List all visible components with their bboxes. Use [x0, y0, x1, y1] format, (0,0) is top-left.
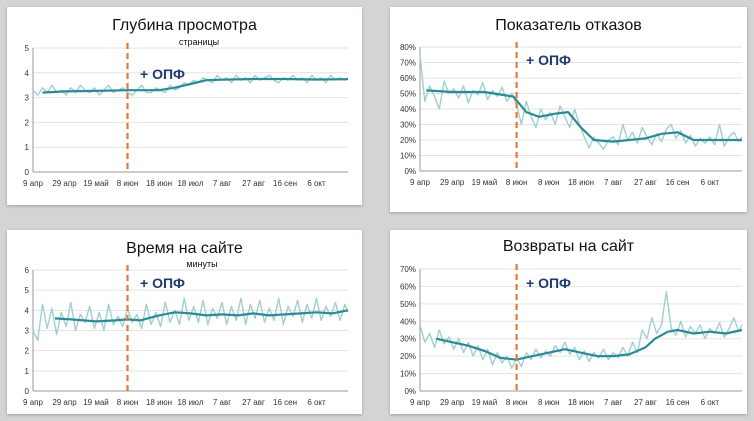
x-tick-label: 9 апр [410, 178, 430, 187]
y-tick-label: 40% [400, 317, 416, 326]
y-tick-label: 5 [25, 286, 30, 295]
chart-subtitle: минуты [186, 259, 217, 269]
chart-time-on-site: Время на сайте минуты 0 1 2 3 4 5 6 9 апр 29 апр 19… [23, 240, 349, 407]
y-tick-label: 1 [25, 143, 30, 152]
x-tick-label: 19 май [472, 398, 498, 407]
y-tick-label: 3 [25, 94, 30, 103]
chart-return-visits: Возвраты на сайт 0% 10% 20% 30% 40% 50% 60% 70% 9… [400, 238, 743, 407]
y-tick-label: 3 [25, 327, 30, 336]
x-tick-label: 29 апр [440, 178, 465, 187]
chart-bounce-rate: Показатель отказов 0% 10% 20% 30% 40% 50% 60% 70… [400, 17, 743, 187]
series-line-daily [419, 54, 743, 150]
y-tick-label: 30% [400, 335, 416, 344]
y-tick-label: 6 [25, 266, 30, 275]
x-tick-label: 8 июн [117, 179, 139, 188]
x-tick-label: 9 апр [410, 398, 430, 407]
event-annotation: + ОПФ [140, 66, 185, 82]
x-tick-label: 8 июн [538, 178, 560, 187]
x-tick-label: 18 июл [177, 398, 203, 407]
event-annotation: + ОПФ [526, 275, 571, 291]
x-tick-label: 9 апр [23, 179, 43, 188]
y-tick-label: 0 [25, 168, 30, 177]
chart-panel-time-on-site: Время на сайте минуты 0 1 2 3 4 5 6 9 апр 29 апр 19… [7, 230, 362, 414]
x-tick-label: 7 авг [213, 179, 231, 188]
x-tick-label: 27 авг [634, 178, 657, 187]
chart-title: Глубина просмотра [112, 17, 257, 34]
x-tick-label: 6 окт [307, 179, 326, 188]
x-tick-label: 6 окт [701, 178, 720, 187]
y-tick-label: 10% [400, 152, 416, 161]
y-tick-label: 4 [25, 306, 30, 315]
y-tick-label: 30% [400, 121, 416, 130]
x-tick-label: 27 авг [242, 179, 265, 188]
series-line-smoothed [42, 77, 349, 94]
x-tick-label: 6 окт [701, 398, 720, 407]
chart-panel-return-visits: Возвраты на сайт 0% 10% 20% 30% 40% 50% 60% 70% 9… [390, 230, 747, 414]
y-tick-label: 10% [400, 370, 416, 379]
y-tick-label: 5 [25, 44, 30, 53]
x-tick-label: 29 апр [440, 398, 465, 407]
chart-panel-bounce-rate: Показатель отказов 0% 10% 20% 30% 40% 50% 60% 70… [390, 7, 747, 212]
chart-subtitle: страницы [179, 37, 219, 47]
x-tick-label: 6 окт [307, 398, 326, 407]
x-tick-label: 8 июн [506, 398, 528, 407]
x-tick-label: 18 июн [568, 398, 594, 407]
x-tick-label: 19 май [472, 178, 498, 187]
x-tick-label: 16 сен [273, 398, 297, 407]
event-annotation: + ОПФ [140, 275, 185, 291]
x-tick-label: 18 июл [177, 179, 203, 188]
x-tick-label: 27 авг [634, 398, 657, 407]
y-tick-label: 0% [404, 167, 416, 176]
y-tick-label: 50% [400, 300, 416, 309]
x-tick-label: 18 июн [146, 179, 172, 188]
y-tick-label: 60% [400, 282, 416, 291]
x-tick-label: 16 сен [666, 178, 690, 187]
y-tick-label: 60% [400, 74, 416, 83]
y-tick-label: 2 [25, 347, 30, 356]
x-tick-label: 27 авг [242, 398, 265, 407]
y-tick-label: 1 [25, 367, 30, 376]
y-tick-label: 80% [400, 43, 416, 52]
series-line-smoothed [426, 89, 742, 143]
chart-title: Время на сайте [126, 240, 243, 257]
y-tick-label: 0% [404, 387, 416, 396]
y-tick-label: 4 [25, 69, 30, 78]
series-line-daily [419, 291, 743, 369]
x-tick-label: 8 июн [538, 398, 560, 407]
x-tick-label: 19 май [83, 398, 109, 407]
x-tick-label: 7 авг [604, 398, 622, 407]
y-tick-label: 50% [400, 90, 416, 99]
y-tick-label: 20% [400, 136, 416, 145]
event-annotation: + ОПФ [526, 52, 571, 68]
chart-title: Показатель отказов [495, 17, 641, 34]
y-tick-label: 70% [400, 265, 416, 274]
y-tick-label: 20% [400, 352, 416, 361]
x-tick-label: 18 июн [146, 398, 172, 407]
x-tick-label: 29 апр [52, 179, 77, 188]
series-line-smoothed [435, 328, 743, 361]
chart-title: Возвраты на сайт [503, 238, 635, 255]
chart-panel-page-depth: Глубина просмотра страницы 0 1 2 3 4 5 9 апр 29 а… [7, 7, 362, 205]
x-tick-label: 7 авг [604, 178, 622, 187]
x-tick-label: 8 июн [117, 398, 139, 407]
y-tick-label: 2 [25, 118, 30, 127]
x-tick-label: 19 май [83, 179, 109, 188]
x-tick-label: 9 апр [23, 398, 43, 407]
x-tick-label: 8 июн [506, 178, 528, 187]
x-tick-label: 16 сен [273, 179, 297, 188]
chart-page-depth: Глубина просмотра страницы 0 1 2 3 4 5 9 апр 29 а… [23, 17, 349, 188]
y-tick-label: 0 [25, 387, 30, 396]
x-tick-label: 7 авг [213, 398, 231, 407]
x-tick-label: 16 сен [666, 398, 690, 407]
y-tick-label: 70% [400, 59, 416, 68]
x-tick-label: 18 июн [568, 178, 594, 187]
x-tick-label: 29 апр [52, 398, 77, 407]
series-line-smoothed [54, 309, 349, 323]
y-tick-label: 40% [400, 105, 416, 114]
